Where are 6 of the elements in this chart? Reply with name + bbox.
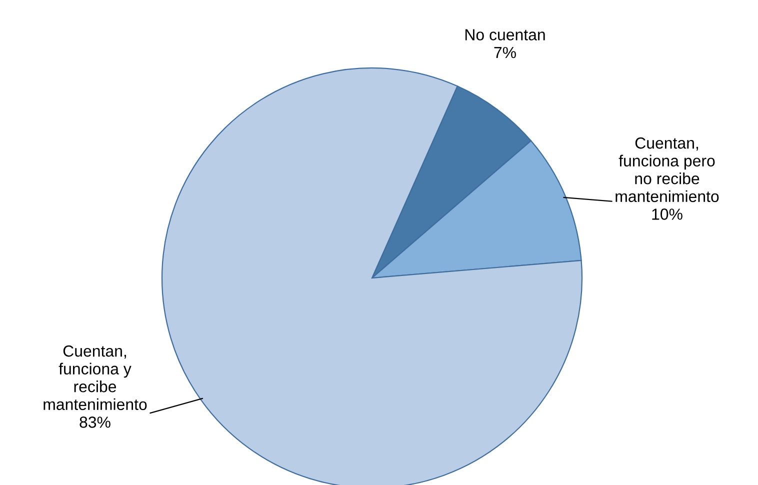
slice-label: Cuentan, funciona y recibe mantenimiento [44, 345, 147, 410]
slice-label: Cuentan, funciona pero no recibe mantenimiento [616, 137, 719, 202]
data-label: 83% [80, 416, 110, 428]
data-label: 7% [494, 46, 516, 58]
slice-label: No cuentan [465, 29, 545, 40]
data-label: 10% [652, 208, 682, 220]
